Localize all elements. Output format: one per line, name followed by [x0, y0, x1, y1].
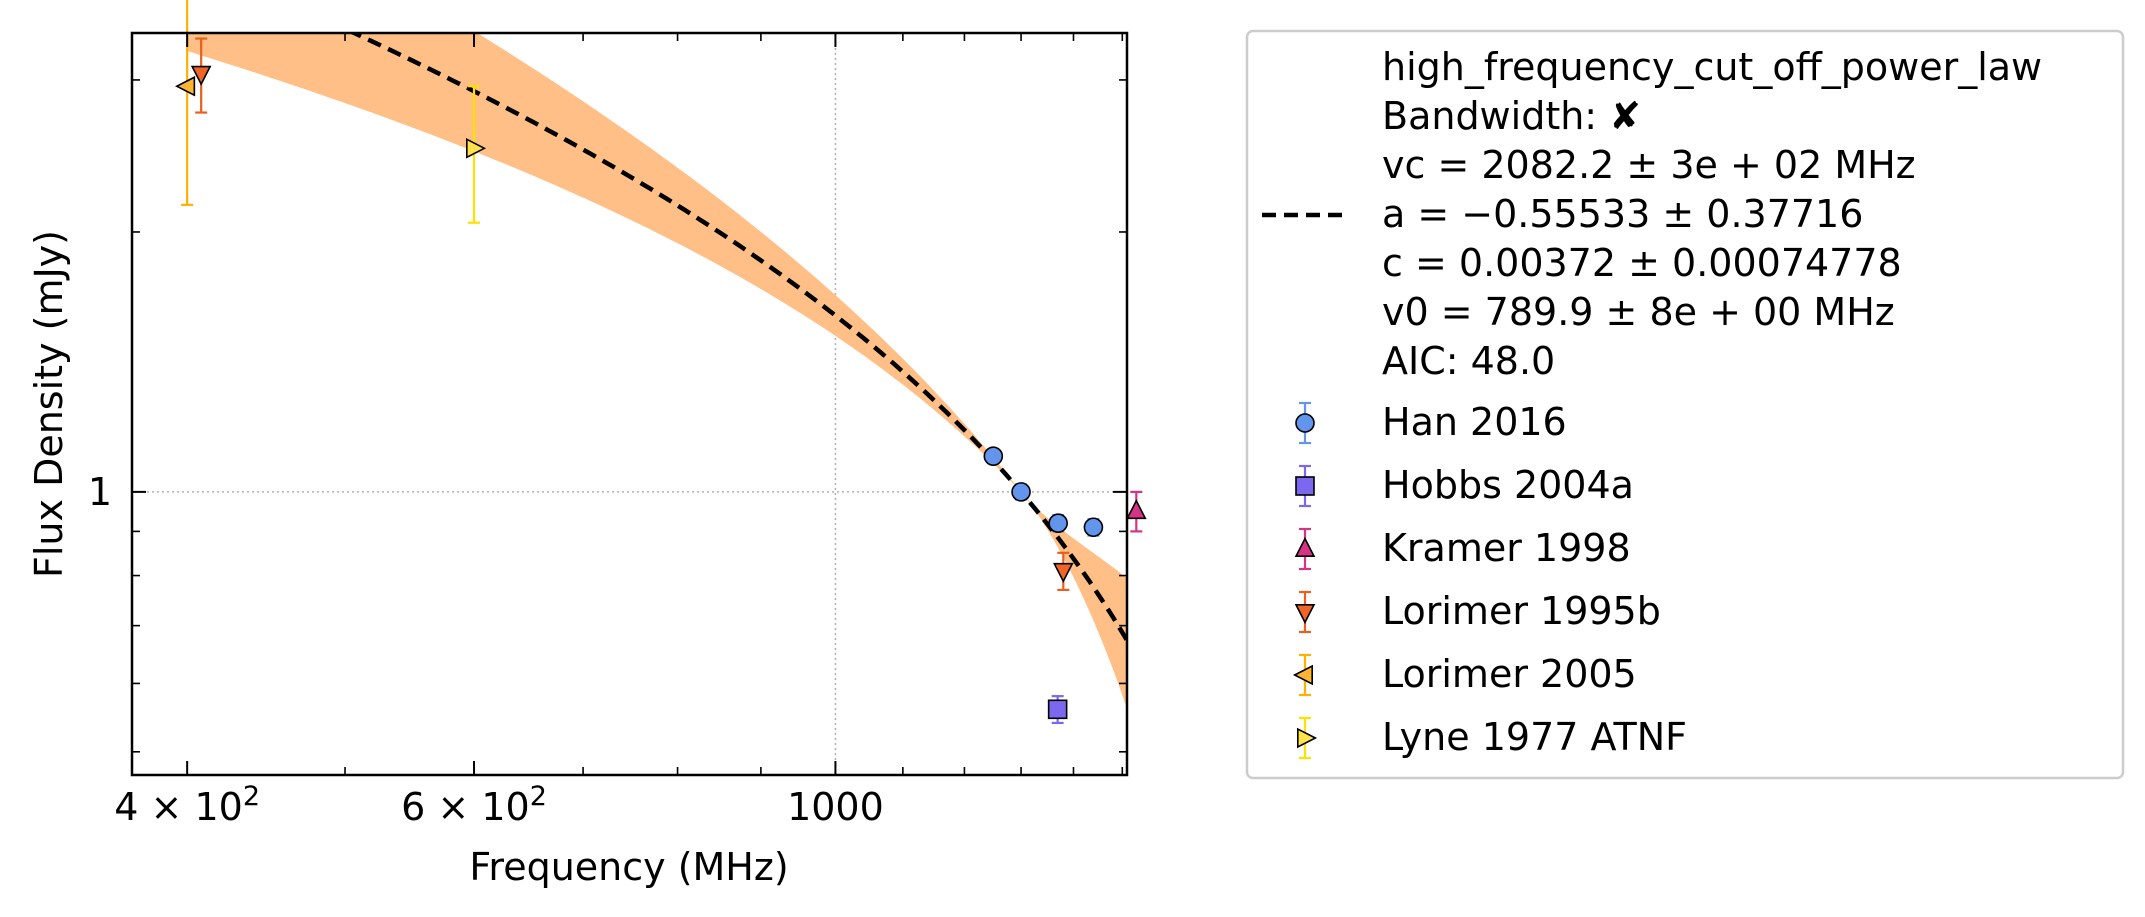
legend-label-hobbs-2004a: Hobbs 2004a	[1382, 463, 1634, 507]
legend-model-line: v0 = 789.9 ± 8e + 00 MHz	[1382, 290, 1895, 334]
legend-model-line: c = 0.00372 ± 0.00074778	[1382, 241, 1902, 285]
point-han-2016	[1048, 513, 1068, 533]
legend-label-han-2016: Han 2016	[1382, 400, 1567, 444]
legend: high_frequency_cut_off_power_law Bandwidt…	[1245, 29, 2125, 780]
legend-model-line: AIC: 48.0	[1382, 339, 1555, 383]
uncertainty-band	[187, 33, 1127, 709]
legend-model-line: high_frequency_cut_off_power_law	[1382, 45, 2042, 89]
axis-ticks: 4 × 102 6 × 102 1000 1	[88, 33, 1127, 829]
point-lyne-1977-atnf	[466, 137, 487, 159]
point-lorimer-2005	[175, 75, 196, 97]
y-tick-label: 1	[88, 470, 112, 514]
point-kramer-1998	[1126, 499, 1147, 520]
legend-box	[1245, 29, 2125, 780]
y-axis-label: Flux Density (mJy)	[27, 230, 71, 578]
legend-label-lorimer-1995b: Lorimer 1995b	[1382, 589, 1661, 633]
fit-curve	[348, 33, 1127, 645]
legend-marker-lyne-1977-atnf	[1297, 727, 1318, 749]
data-points	[175, 0, 1147, 725]
fit-line	[348, 33, 1127, 645]
legend-marker-hobbs-2004a	[1295, 476, 1315, 496]
legend-marker-lorimer-2005	[1292, 664, 1313, 686]
legend-label-lorimer-2005: Lorimer 2005	[1382, 652, 1637, 696]
legend-model-line: vc = 2082.2 ± 3e + 02 MHz	[1382, 143, 1916, 187]
point-hobbs-2004a	[1047, 699, 1068, 720]
point-lorimer-1995b	[190, 65, 212, 86]
point-han-2016	[1011, 482, 1031, 502]
legend-marker-lorimer-1995b	[1294, 603, 1316, 625]
x-tick-label: 6 × 102	[401, 781, 547, 829]
point-lorimer-1995b	[1052, 562, 1074, 584]
legend-marker-han-2016	[1295, 413, 1315, 433]
legend-model-line: a = −0.55533 ± 0.37716	[1382, 192, 1863, 236]
plot-frame	[130, 31, 1129, 777]
x-tick-label: 4 × 102	[114, 781, 260, 829]
point-han-2016	[1083, 517, 1104, 538]
legend-label-lyne-1977-atnf: Lyne 1977 ATNF	[1382, 715, 1687, 759]
legend-model-line: Bandwidth: ✘	[1382, 94, 1641, 138]
x-tick-label: 1000	[787, 785, 884, 829]
errorbar-lorimer-2005	[181, 0, 194, 206]
point-han-2016	[983, 446, 1004, 466]
legend-marker-kramer-1998	[1294, 536, 1316, 558]
grid	[132, 33, 1127, 775]
x-axis-label: Frequency (MHz)	[469, 845, 788, 889]
legend-label-kramer-1998: Kramer 1998	[1382, 526, 1631, 570]
fit-uncertainty-band	[187, 33, 1127, 709]
